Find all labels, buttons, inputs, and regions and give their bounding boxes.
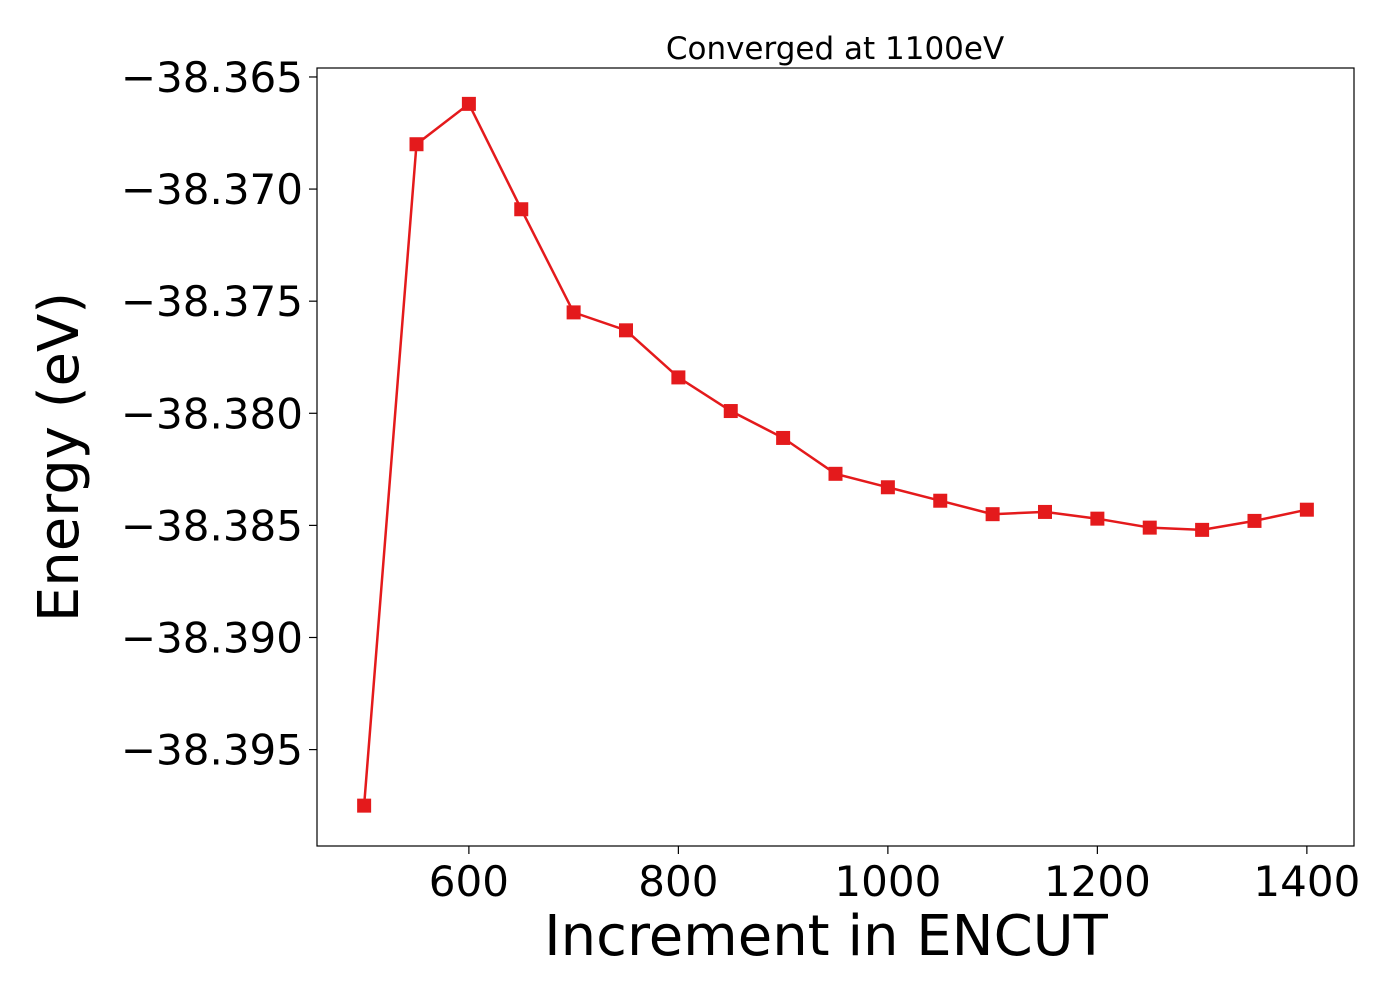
data-point-marker xyxy=(1090,511,1105,526)
y-tick-label: −38.380 xyxy=(121,389,303,438)
data-point-marker xyxy=(619,323,634,338)
y-tick-label: −38.390 xyxy=(121,613,303,662)
x-tick-label: 600 xyxy=(429,857,509,906)
x-tick-label: 1400 xyxy=(1253,857,1360,906)
data-point-marker xyxy=(1247,513,1262,528)
data-point-marker xyxy=(1142,520,1157,535)
y-axis-label: Energy (eV) xyxy=(27,292,92,622)
data-point-marker xyxy=(357,798,372,813)
y-tick-label: −38.375 xyxy=(121,277,303,326)
chart-title: Converged at 1100eV xyxy=(666,31,1004,67)
y-tick-label: −38.365 xyxy=(121,53,303,102)
plot-frame xyxy=(316,67,1355,847)
data-point-marker xyxy=(880,480,895,495)
y-tick-label: −38.395 xyxy=(121,726,303,775)
x-tick-label: 800 xyxy=(638,857,718,906)
y-axis-ticks: −38.365 −38.370 −38.375 −38.380 −38.385 −38.3… xyxy=(121,53,317,775)
data-point-marker xyxy=(566,305,581,320)
y-tick-label: −38.370 xyxy=(121,165,303,214)
data-point-marker xyxy=(1299,502,1314,517)
data-point-marker xyxy=(671,370,686,385)
series-line xyxy=(362,101,1308,806)
data-point-marker xyxy=(776,430,791,445)
data-point-marker xyxy=(1195,522,1210,537)
x-tick-label: 1200 xyxy=(1044,857,1151,906)
data-point-marker xyxy=(985,507,1000,522)
data-point-marker xyxy=(461,96,476,111)
data-point-marker xyxy=(933,493,948,508)
data-point-marker xyxy=(723,404,738,419)
series-layer xyxy=(357,96,1314,813)
x-axis-ticks: 600 800 1000 1200 1400 xyxy=(429,846,1360,906)
y-tick-label: −38.385 xyxy=(121,501,303,550)
x-tick-label: 1000 xyxy=(834,857,941,906)
x-axis-label: Increment in ENCUT xyxy=(544,904,1109,969)
data-point-marker xyxy=(514,202,529,217)
data-point-marker xyxy=(409,137,424,152)
data-point-marker xyxy=(828,466,843,481)
data-point-marker xyxy=(1037,504,1052,519)
